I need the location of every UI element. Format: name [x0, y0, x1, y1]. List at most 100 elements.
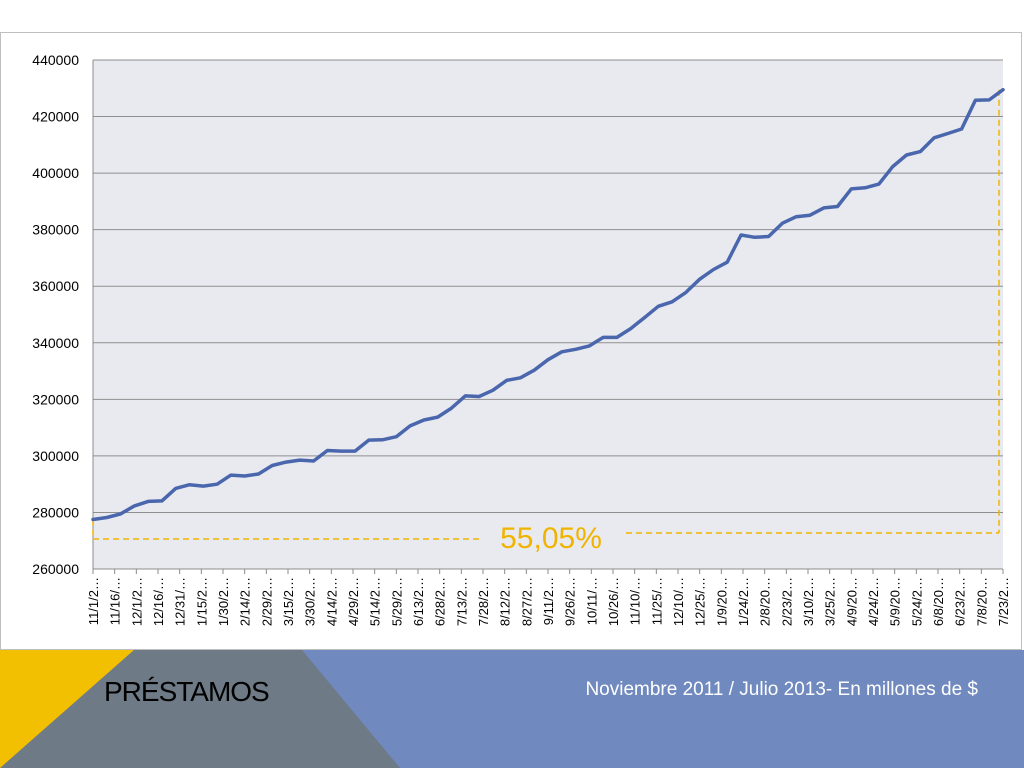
data-point [106, 516, 108, 519]
slide-title: PRÉSTAMOS [104, 676, 270, 707]
x-tick-label: 4/24/2… [866, 577, 881, 626]
x-tick-label: 12/1/2… [129, 577, 144, 626]
x-tick-label: 9/26/2… [563, 577, 578, 626]
data-point [409, 425, 411, 427]
x-tick-label: 12/16/… [151, 577, 166, 626]
data-point [657, 305, 659, 307]
chart-frame: 260000 280000 300000 320000 340000 360000 3800… [0, 32, 1022, 650]
x-axis-ticks: 11/1/2… 11/16/… 12/1/2… 12/16/… 12/31/… 1/15/… [86, 569, 1011, 626]
data-point [878, 183, 880, 185]
data-point [354, 450, 356, 452]
x-tick-label: 12/25/… [693, 577, 708, 626]
x-tick-label: 5/29/2… [389, 577, 404, 626]
data-point [1002, 89, 1004, 91]
data-point [947, 132, 949, 135]
data-point [437, 416, 439, 418]
data-point [740, 234, 742, 236]
data-point [616, 336, 618, 338]
x-tick-label: 11/16/… [108, 577, 123, 625]
data-point [478, 395, 480, 398]
x-tick-label: 8/12/2… [498, 577, 513, 626]
data-point [988, 99, 990, 101]
data-point [188, 484, 191, 486]
data-point [395, 436, 397, 438]
data-point [244, 475, 246, 477]
y-tick-label: 440000 [32, 52, 79, 68]
data-point [809, 214, 811, 216]
data-point [230, 474, 232, 476]
data-point [120, 513, 122, 515]
x-tick-label: 7/28/2… [476, 577, 491, 626]
x-tick-label: 11/10/… [628, 577, 643, 625]
plot-area [93, 60, 1003, 569]
x-tick-label: 10/26/… [606, 577, 621, 626]
data-point [506, 379, 508, 381]
data-point [519, 377, 522, 379]
x-tick-label: 12/10/… [671, 577, 686, 626]
data-point [216, 483, 218, 485]
x-tick-label: 7/8/20… [974, 577, 989, 626]
data-point [326, 449, 328, 452]
x-tick-label: 1/24/2… [736, 577, 751, 626]
data-point [919, 151, 921, 153]
data-point [271, 464, 273, 467]
data-point [933, 137, 935, 139]
y-axis-ticks: 260000 280000 300000 320000 340000 360000 3800… [32, 52, 79, 577]
x-tick-label: 3/15/2… [281, 577, 296, 626]
footer-yellow-triangle [0, 650, 134, 768]
x-tick-label: 6/8/20… [931, 577, 946, 626]
data-point [202, 485, 204, 487]
grid-lines [92, 59, 1003, 570]
data-point [974, 99, 977, 101]
y-tick-label: 380000 [32, 222, 79, 238]
data-point [492, 389, 494, 391]
data-point [588, 345, 591, 347]
data-point [781, 222, 784, 224]
data-point [712, 268, 715, 271]
y-tick-label: 320000 [32, 391, 79, 407]
data-point [340, 450, 342, 452]
data-point [561, 351, 563, 353]
data-point [547, 359, 549, 361]
data-point [602, 336, 604, 338]
y-tick-label: 300000 [32, 448, 79, 464]
x-tick-label: 2/14/2… [238, 577, 253, 626]
data-point [133, 505, 135, 507]
data-point [533, 369, 535, 371]
data-point [630, 328, 632, 330]
line-chart: 260000 280000 300000 320000 340000 360000 3800… [32, 52, 1011, 626]
data-point [464, 395, 466, 397]
data-point [450, 407, 453, 409]
x-tick-label: 7/23/2… [996, 577, 1011, 626]
y-tick-label: 340000 [32, 335, 79, 351]
annotation-group: 55,05% [92, 89, 1000, 555]
data-point [147, 500, 149, 502]
x-tick-label: 6/23/2… [953, 577, 968, 626]
y-tick-label: 280000 [32, 504, 79, 520]
x-tick-label: 5/14/2… [368, 577, 383, 626]
x-tick-label: 8/27/2… [519, 577, 534, 626]
data-point [823, 207, 825, 209]
data-point [92, 518, 94, 521]
data-point [768, 235, 770, 238]
slide-footer [0, 650, 1024, 768]
data-point [643, 317, 646, 319]
data-point [423, 419, 425, 421]
x-tick-label: 1/30/2… [216, 577, 231, 626]
slide-subtitle: Noviembre 2011 / Julio 2013- En millones… [585, 679, 978, 700]
data-point [892, 166, 894, 168]
data-point [685, 291, 687, 293]
x-tick-label: 9/11/2… [541, 577, 556, 625]
x-tick-label: 2/8/20… [758, 577, 773, 626]
x-tick-label: 1/9/20… [714, 577, 729, 626]
y-tick-label: 360000 [32, 278, 79, 294]
series-group [91, 87, 1005, 522]
data-point [175, 487, 177, 489]
x-tick-label: 2/23/2… [779, 577, 794, 626]
x-tick-label: 1/15/2… [194, 577, 209, 626]
x-tick-label: 2/29/2… [259, 577, 274, 626]
data-point [795, 216, 797, 218]
x-tick-label: 4/14/2… [324, 577, 339, 626]
x-tick-label: 3/25/2… [823, 577, 838, 626]
data-point [575, 348, 577, 350]
